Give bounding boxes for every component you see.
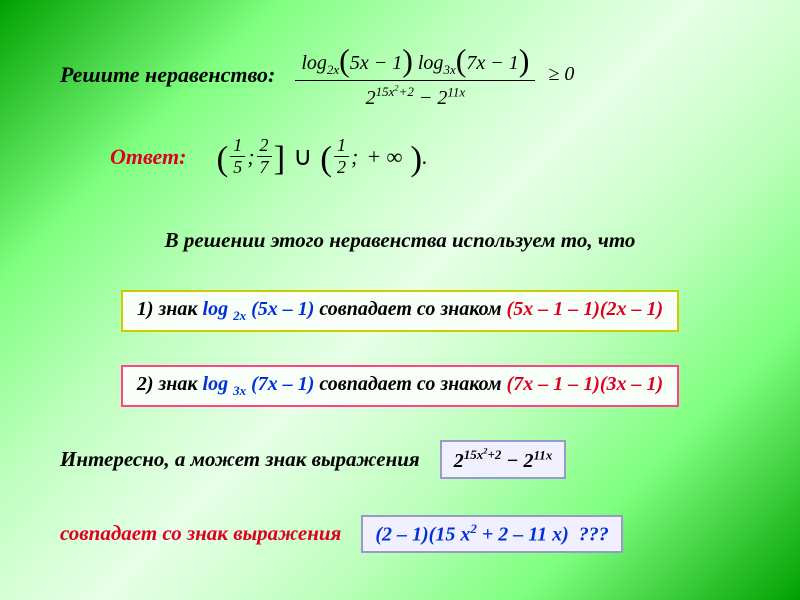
interval-dot: .	[422, 144, 428, 170]
rule-2-log: log 3x (7x – 1)	[203, 373, 315, 395]
followup-row-1: Интересно, а может знак выражения 215x2+…	[60, 440, 566, 479]
sep-1: ;	[247, 144, 254, 170]
paren-open-1: (	[216, 139, 228, 179]
rule-1-log: log 2x (5x – 1)	[203, 298, 315, 320]
answer-row: Ответ: ( 15 ; 27 ] ∪ ( 12 ; + ∞ ) .	[110, 135, 428, 178]
sep-2: ;	[351, 144, 358, 170]
followup-text-2: совпадает со знак выражения	[60, 521, 341, 546]
rule-1-mid: совпадает со знаком	[319, 298, 506, 320]
followup-box-1: 215x2+2 − 211x	[440, 440, 567, 479]
union-symbol: ∪	[293, 142, 312, 172]
answer-label: Ответ:	[110, 144, 186, 170]
inequality: log2x(5x − 1) log3x(7x − 1) 215x2+2 − 21…	[295, 40, 574, 110]
rule-1-expr: (5x – 1 – 1)(2x – 1)	[507, 298, 664, 320]
frac-1-2: 12	[334, 135, 349, 178]
rule-2-box: 2) знак log 3x (7x – 1) совпадает со зна…	[121, 365, 679, 407]
followup-row-2: совпадает со знак выражения (2 – 1)(15 x…	[60, 515, 623, 553]
problem-row: Решите неравенство: log2x(5x − 1) log3x(…	[60, 40, 574, 110]
rule-2-expr: (7x – 1 – 1)(3x – 1)	[507, 373, 664, 395]
numerator: log2x(5x − 1) log3x(7x − 1)	[295, 40, 535, 81]
bracket-close-1: ]	[274, 139, 286, 179]
answer-interval: ( 15 ; 27 ] ∪ ( 12 ; + ∞ ) .	[216, 135, 427, 178]
rule-2-row: 2) знак log 3x (7x – 1) совпадает со зна…	[0, 365, 800, 407]
rule-2-mid: совпадает со знаком	[319, 373, 506, 395]
rule-1-prefix: 1) знак	[137, 298, 203, 320]
relation: ≥ 0	[548, 63, 574, 85]
infinity: + ∞	[366, 144, 402, 170]
problem-heading: Решите неравенство:	[60, 62, 275, 88]
followup-text-1: Интересно, а может знак выражения	[60, 447, 420, 472]
paren-close-2: )	[410, 139, 422, 179]
frac-1-5: 15	[230, 135, 245, 178]
rule-2-prefix: 2) знак	[137, 373, 203, 395]
followup-box-2: (2 – 1)(15 x2 + 2 – 11 x) ???	[361, 515, 622, 553]
frac-2-7: 27	[257, 135, 272, 178]
denominator: 215x2+2 − 211x	[360, 81, 472, 110]
explanation-text: В решении этого неравенства используем т…	[90, 228, 710, 253]
inequality-fraction: log2x(5x − 1) log3x(7x − 1) 215x2+2 − 21…	[295, 40, 535, 110]
paren-open-2: (	[320, 139, 332, 179]
rule-1-row: 1) знак log 2x (5x – 1) совпадает со зна…	[0, 290, 800, 332]
rule-1-box: 1) знак log 2x (5x – 1) совпадает со зна…	[121, 290, 679, 332]
